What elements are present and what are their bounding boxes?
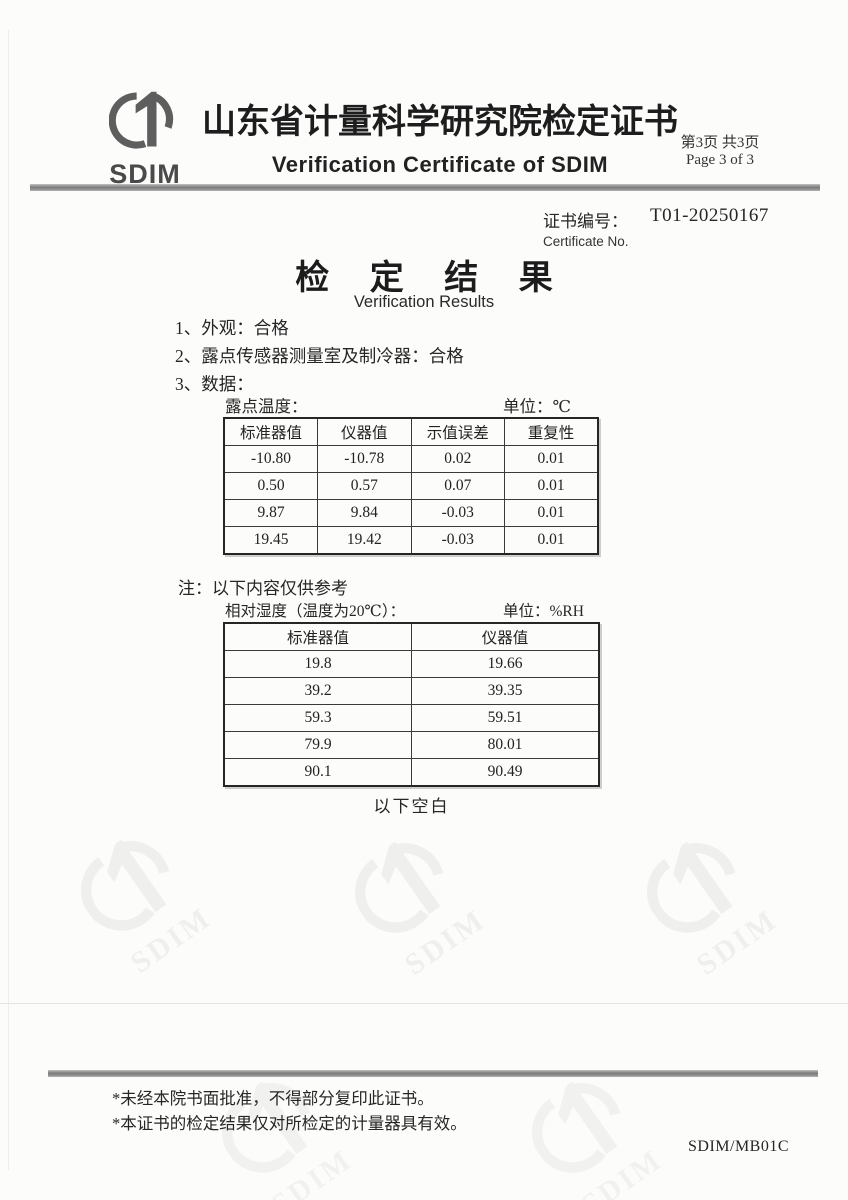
table-cell: -0.03 bbox=[410, 499, 505, 527]
table-row: 0.50 0.57 0.07 0.01 bbox=[223, 472, 599, 500]
table-header-cell: 示值误差 bbox=[410, 417, 505, 446]
result-item-appearance: 1、外观：合格 bbox=[175, 318, 289, 338]
sdim-watermark: SDIM bbox=[603, 799, 813, 1003]
humidity-unit: 单位：%RH bbox=[503, 603, 584, 620]
table-cell: 39.35 bbox=[411, 677, 600, 705]
table-cell: 0.57 bbox=[317, 472, 412, 500]
humidity-caption: 相对湿度（温度为20℃）： bbox=[225, 603, 406, 620]
table-cell: 9.84 bbox=[317, 499, 412, 527]
table-row: 39.2 39.35 bbox=[223, 677, 600, 705]
page-indicator: 第3页 共3页 Page 3 of 3 bbox=[660, 135, 780, 169]
blank-below-marker: 以下空白 bbox=[373, 797, 450, 816]
result-item-sensor: 2、露点传感器测量室及制冷器：合格 bbox=[175, 346, 464, 366]
table-cell: 19.42 bbox=[317, 526, 412, 555]
table-cell: 0.01 bbox=[504, 472, 599, 500]
table-row: -10.80 -10.78 0.02 0.01 bbox=[223, 445, 599, 473]
page-indicator-zh: 第3页 共3页 bbox=[680, 135, 760, 151]
result-items: 1、外观：合格 2、露点传感器测量室及制冷器：合格 3、数据： bbox=[175, 314, 464, 398]
table-cell: 0.01 bbox=[504, 499, 599, 527]
table-header-cell: 重复性 bbox=[504, 417, 599, 446]
dew-point-table-head: 标准器值 仪器值 示值误差 重复性 bbox=[223, 417, 599, 446]
form-code: SDIM/MB01C bbox=[688, 1138, 790, 1155]
dew-point-table: 标准器值 仪器值 示值误差 重复性 -10.80 -10.78 0.02 0.01 0.50 0… bbox=[223, 417, 599, 555]
footer-note-copy: *未经本院书面批准，不得部分复印此证书。 bbox=[112, 1089, 434, 1108]
result-item-data: 3、数据： bbox=[175, 374, 254, 394]
table-cell: -0.03 bbox=[410, 526, 505, 555]
table-cell: 59.3 bbox=[223, 704, 412, 732]
table-cell: 0.01 bbox=[504, 526, 599, 555]
table-header-cell: 仪器值 bbox=[411, 622, 600, 651]
table-row: 9.87 9.84 -0.03 0.01 bbox=[223, 499, 599, 527]
sdim-watermark: SDIM bbox=[488, 1039, 698, 1200]
table-cell: 19.45 bbox=[223, 526, 318, 555]
footer-rule bbox=[48, 1070, 818, 1077]
table-row: 59.3 59.51 bbox=[223, 704, 600, 732]
certificate-title-en: Verification Certificate of SDIM bbox=[271, 152, 609, 177]
sdim-watermark: SDIM bbox=[311, 799, 521, 1003]
certificate-no-label-en: Certificate No. bbox=[543, 234, 629, 249]
certificate-title: 山东省计量科学研究院检定证书 Verification Certificate … bbox=[198, 94, 682, 178]
table-header-cell: 标准器值 bbox=[223, 417, 318, 446]
table-cell: 80.01 bbox=[411, 731, 600, 759]
table-cell: 90.1 bbox=[223, 758, 412, 787]
table-cell: 19.8 bbox=[223, 650, 412, 678]
table-header-row: 标准器值 仪器值 bbox=[223, 622, 600, 651]
dew-point-table-body: -10.80 -10.78 0.02 0.01 0.50 0.57 0.07 0.01 9.87… bbox=[223, 445, 599, 555]
sdim-logo: SDIM bbox=[92, 86, 198, 190]
table-cell: 39.2 bbox=[223, 677, 412, 705]
dew-point-unit: 单位：℃ bbox=[503, 397, 571, 416]
table-header-row: 标准器值 仪器值 示值误差 重复性 bbox=[223, 417, 599, 446]
certificate-no-label-zh: 证书编号： bbox=[543, 212, 628, 231]
table-cell: 90.49 bbox=[411, 758, 600, 787]
table-cell: 0.07 bbox=[410, 472, 505, 500]
table-cell: 59.51 bbox=[411, 704, 600, 732]
scan-edge-line bbox=[8, 30, 9, 1170]
scan-hairline bbox=[0, 1003, 848, 1004]
table-header-cell: 仪器值 bbox=[317, 417, 412, 446]
table-cell: 0.50 bbox=[223, 472, 318, 500]
table-cell: -10.80 bbox=[223, 445, 318, 473]
humidity-table-body: 19.8 19.66 39.2 39.35 59.3 59.51 79.9 80.01 90.1… bbox=[223, 650, 600, 787]
humidity-table: 标准器值 仪器值 19.8 19.66 39.2 39.35 59.3 59.51 79.9 8… bbox=[223, 622, 600, 787]
table-cell: -10.78 bbox=[317, 445, 412, 473]
dew-point-caption: 露点温度： bbox=[225, 397, 308, 416]
certificate-title-zh: 山东省计量科学研究院检定证书 bbox=[202, 104, 678, 141]
table-header-cell: 标准器值 bbox=[223, 622, 412, 651]
sdim-logo-icon bbox=[109, 86, 181, 158]
certificate-no-value: T01-20250167 bbox=[650, 205, 769, 226]
sdim-watermark: SDIM bbox=[37, 797, 247, 1001]
results-title-en: Verification Results bbox=[353, 293, 495, 311]
table-row: 19.8 19.66 bbox=[223, 650, 600, 678]
table-cell: 0.01 bbox=[504, 445, 599, 473]
table-cell: 19.66 bbox=[411, 650, 600, 678]
table-cell: 79.9 bbox=[223, 731, 412, 759]
table-row: 19.45 19.42 -0.03 0.01 bbox=[223, 526, 599, 555]
table-row: 79.9 80.01 bbox=[223, 731, 600, 759]
footer-notes: *未经本院书面批准，不得部分复印此证书。 *本证书的检定结果仅对所检定的计量器具… bbox=[112, 1086, 467, 1136]
results-title-zh: 检 定 结 果 bbox=[295, 260, 569, 297]
table-row: 90.1 90.49 bbox=[223, 758, 600, 787]
table-cell: 0.02 bbox=[410, 445, 505, 473]
table-cell: 9.87 bbox=[223, 499, 318, 527]
humidity-table-head: 标准器值 仪器值 bbox=[223, 622, 600, 651]
header-rule bbox=[30, 184, 820, 191]
page-indicator-en: Page 3 of 3 bbox=[686, 152, 754, 168]
footer-note-validity: *本证书的检定结果仅对所检定的计量器具有效。 bbox=[112, 1114, 467, 1133]
reference-note: 注：以下内容仅供参考 bbox=[178, 579, 348, 598]
